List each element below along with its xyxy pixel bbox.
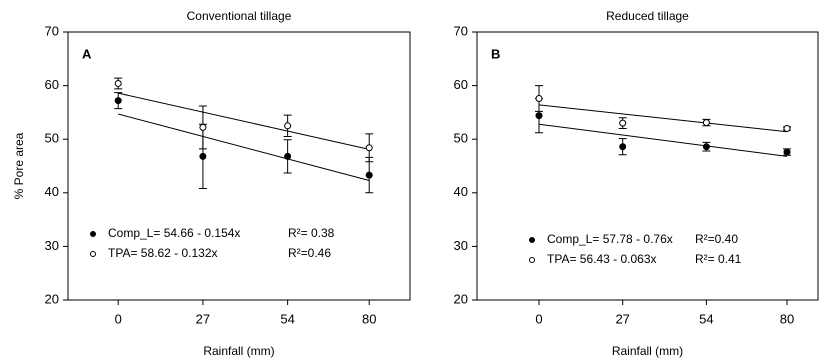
- legend-marker: [90, 251, 96, 257]
- fit-line: [538, 104, 788, 133]
- y-tick-label: 50: [45, 131, 59, 146]
- x-tick-label: 80: [362, 311, 376, 326]
- data-point: [619, 119, 627, 127]
- data-point: [702, 143, 710, 151]
- y-tick-label: 20: [454, 291, 468, 306]
- panel-title: Reduced tillage: [606, 9, 689, 23]
- x-axis-label: Rainfall (mm): [612, 344, 683, 358]
- data-point: [783, 148, 791, 156]
- y-tick-label: 70: [454, 23, 468, 38]
- x-tick-label: 54: [699, 311, 713, 326]
- y-tick-label: 40: [45, 184, 59, 199]
- y-tick-label: 50: [454, 131, 468, 146]
- r2-label: R²=0.46: [288, 246, 331, 260]
- legend-label: Comp_L= 54.66 - 0.154x: [108, 226, 240, 240]
- data-point: [284, 152, 292, 160]
- x-tick-label: 27: [615, 311, 629, 326]
- data-point: [284, 122, 292, 130]
- plot-frame: [476, 31, 819, 301]
- y-tick-label: 40: [454, 184, 468, 199]
- x-tick-label: 0: [115, 311, 122, 326]
- legend-label: TPA= 56.43 - 0.063x: [547, 252, 657, 266]
- legend-marker: [529, 257, 535, 263]
- y-tick-label: 30: [454, 238, 468, 253]
- r2-label: R²=0.40: [695, 232, 738, 246]
- fit-line: [118, 92, 370, 150]
- fit-line: [118, 113, 370, 181]
- x-axis-label: Rainfall (mm): [203, 344, 274, 358]
- legend-label: TPA= 58.62 - 0.132x: [108, 246, 218, 260]
- panel-label: A: [82, 46, 92, 61]
- data-point: [535, 94, 543, 102]
- y-tick-label: 60: [454, 77, 468, 92]
- data-point: [619, 143, 627, 151]
- r2-label: R²= 0.41: [695, 252, 742, 266]
- data-point: [199, 152, 207, 160]
- data-point: [535, 112, 543, 120]
- fit-line: [538, 123, 788, 157]
- x-tick-label: 27: [196, 311, 210, 326]
- data-point: [114, 97, 122, 105]
- y-tick-label: 60: [45, 77, 59, 92]
- y-axis-label: % Pore area: [12, 132, 26, 199]
- r2-label: R²= 0.38: [288, 226, 335, 240]
- y-tick-label: 20: [45, 291, 59, 306]
- x-tick-label: 80: [780, 311, 794, 326]
- data-point: [365, 171, 373, 179]
- data-point: [702, 119, 710, 127]
- data-point: [199, 123, 207, 131]
- panel-title: Conventional tillage: [187, 9, 292, 23]
- x-tick-label: 54: [280, 311, 294, 326]
- y-tick-label: 70: [45, 23, 59, 38]
- panel-label: B: [491, 46, 500, 61]
- legend-marker: [529, 237, 535, 243]
- legend-marker: [90, 231, 96, 237]
- y-tick-label: 30: [45, 238, 59, 253]
- data-point: [365, 144, 373, 152]
- data-point: [783, 124, 791, 132]
- data-point: [114, 79, 122, 87]
- plot-frame: [67, 31, 411, 301]
- x-tick-label: 0: [535, 311, 542, 326]
- legend-label: Comp_L= 57.78 - 0.76x: [547, 232, 673, 246]
